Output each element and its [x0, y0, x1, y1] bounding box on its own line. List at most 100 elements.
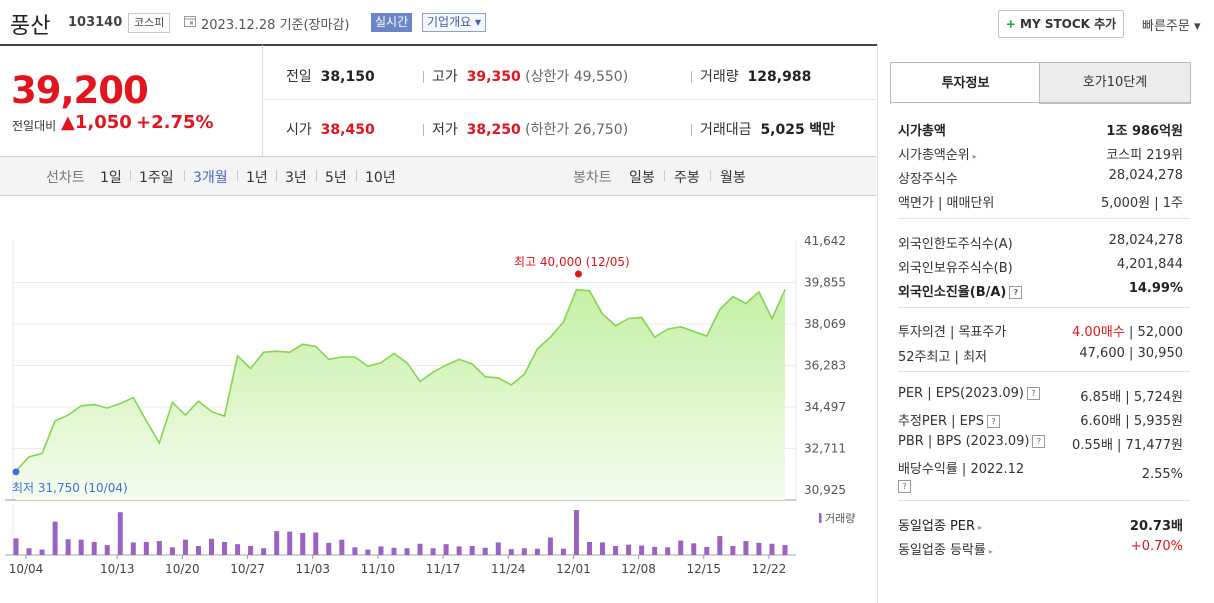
low-marker [12, 468, 20, 476]
est-per-value: 6.60배 | 5,935원 [1080, 414, 1183, 429]
volume-bar [209, 538, 215, 555]
dividend-label: 배당수익률 | 2022.12 [898, 462, 1025, 477]
divider [710, 170, 711, 181]
x-tick-label: 10/04 [9, 562, 44, 576]
volume-bar [495, 542, 501, 555]
volume-bar [769, 543, 775, 555]
quick-order-button[interactable]: 빠른주문 ▾ [1142, 19, 1201, 34]
sector-per-value: 20.73배 [1129, 519, 1183, 534]
volume-bar [378, 546, 384, 555]
target-price-value: | 52,000 [1129, 325, 1183, 340]
volume-bar [443, 544, 449, 555]
divider [356, 170, 357, 181]
divider [664, 170, 665, 181]
volume-bar [222, 541, 228, 555]
current-price: 39,200 [11, 69, 149, 112]
volume-bar [586, 541, 592, 555]
volume-bar [104, 545, 110, 555]
mystock-label: MY STOCK 추가 [1020, 17, 1117, 31]
divider [898, 500, 1190, 501]
divider [890, 102, 1190, 103]
tab-period-1w[interactable]: 1주일 [139, 170, 174, 186]
help-icon[interactable]: ? [986, 415, 1000, 428]
volume-label: 거래량 [700, 69, 739, 85]
company-info-button[interactable]: 기업개요 ▾ [422, 13, 486, 32]
low-label: 최저 31,750 (10/04) [12, 481, 128, 495]
help-icon[interactable]: ? [1026, 387, 1040, 400]
prev-close-value: 38,150 [320, 69, 375, 85]
volume-bar [743, 541, 749, 555]
y-tick-label: 30,925 [804, 483, 846, 497]
volume-bar [326, 542, 332, 555]
volume-bar [730, 546, 736, 555]
volume-bar [639, 545, 645, 555]
volume-bar [143, 541, 149, 555]
price-summary [262, 44, 877, 158]
tab-period-10y[interactable]: 10년 [365, 170, 396, 186]
volume-bar [456, 546, 462, 555]
tab-period-1y[interactable]: 1년 [246, 170, 268, 186]
change-label: 전일대비 [12, 119, 57, 133]
change-percent: +2.75% [136, 112, 214, 133]
tab-candle-daily[interactable]: 일봉 [629, 170, 655, 186]
market-badge: 코스피 [128, 13, 171, 33]
volume-bar [261, 548, 267, 555]
tab-period-3m[interactable]: 3개월 [193, 170, 228, 186]
x-tick-label: 11/10 [361, 562, 396, 576]
price-area [16, 289, 785, 500]
high-value: 39,350 [466, 69, 521, 85]
volume-bar [52, 521, 58, 555]
base-date: 2023.12.28 기준(장마감) [201, 18, 350, 33]
dividend-value: 2.55% [1141, 467, 1183, 482]
tab-period-3y[interactable]: 3년 [285, 170, 307, 186]
volume-bar [508, 549, 514, 555]
volume-bar [287, 531, 293, 555]
x-tick-label: 10/13 [100, 562, 135, 576]
volume-bar [417, 543, 423, 555]
volume-bar [195, 546, 201, 555]
tab-candle-chart[interactable]: 봉차트 [573, 170, 612, 186]
realtime-button[interactable]: 실시간 [371, 13, 413, 32]
change-value: ▲1,050 [61, 112, 132, 133]
volume-bar [547, 537, 553, 555]
foreign-holding-label: 외국인보유주식수(B) [898, 261, 1013, 276]
volume-legend-swatch [819, 513, 822, 523]
x-tick-label: 12/08 [621, 562, 656, 576]
price-chart[interactable]: 41,642 39,855 38,069 36,283 34,497 32,711 30,9… [0, 200, 876, 603]
par-value-value: 5,000원 | 1주 [1100, 196, 1183, 211]
mystock-add-button[interactable]: + MY STOCK 추가 [998, 10, 1124, 38]
help-icon[interactable]: ? [1032, 435, 1046, 448]
per-value: 6.85배 | 5,724원 [1080, 390, 1183, 405]
price-box [0, 44, 262, 158]
sector-rate-label: 동일업종 등락률 [898, 543, 986, 558]
low-row: 저가 38,250 (하한가 26,750) [415, 119, 628, 139]
price-line [15, 288, 786, 472]
x-tick-label: 10/27 [230, 562, 265, 576]
volume-bar [782, 545, 788, 555]
open-row: 시가 38,450 [286, 119, 375, 139]
tab-invest-info[interactable]: 투자정보 [890, 62, 1041, 104]
tab-period-5y[interactable]: 5년 [325, 170, 347, 186]
x-tick-label: 11/03 [295, 562, 330, 576]
volume-bar [678, 540, 684, 555]
tab-line-chart[interactable]: 선차트 [46, 170, 85, 186]
divider [423, 71, 424, 83]
volume-bar [756, 542, 762, 555]
volume-bar [521, 548, 527, 555]
low-label: 저가 [432, 122, 458, 138]
tab-hoga-10[interactable]: 호가10단계 [1039, 62, 1191, 104]
y-tick-label: 39,855 [804, 276, 846, 290]
volume-bar [65, 539, 71, 555]
x-tick-label: 11/17 [426, 562, 461, 576]
tab-candle-weekly[interactable]: 주봉 [674, 170, 700, 186]
week52-value: 47,600 | 30,950 [1079, 346, 1183, 361]
divider [262, 99, 876, 100]
high-label: 최고 40,000 (12/05) [514, 255, 630, 269]
tab-candle-monthly[interactable]: 월봉 [720, 170, 746, 186]
upper-limit: (상한가 49,550) [525, 69, 629, 85]
price-chart-svg: 41,642 39,855 38,069 36,283 34,497 32,711 30,9… [5, 234, 855, 576]
help-icon[interactable]: ? [898, 480, 911, 493]
prev-close-row: 전일 38,150 [286, 66, 375, 86]
tab-period-1d[interactable]: 1일 [100, 170, 122, 186]
help-icon[interactable]: ? [1009, 286, 1023, 299]
